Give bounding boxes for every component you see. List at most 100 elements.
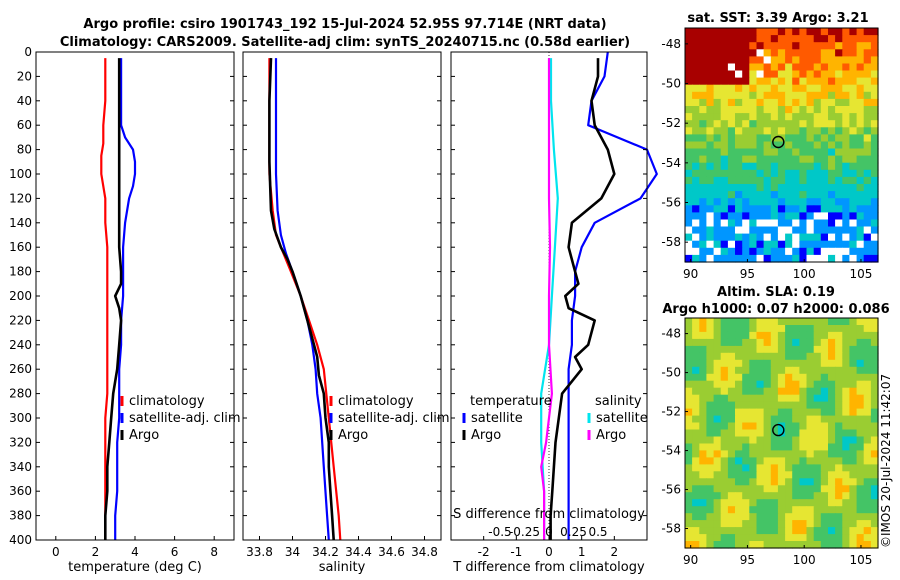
map-cell xyxy=(756,42,765,50)
map-cell xyxy=(849,247,858,256)
map-cell xyxy=(699,338,707,347)
map-cell xyxy=(835,176,843,185)
map-cell xyxy=(713,366,722,375)
map-cell xyxy=(792,98,800,107)
map-cell xyxy=(685,162,693,171)
map-cell xyxy=(735,49,743,57)
map-cell xyxy=(692,394,700,403)
map-cell xyxy=(763,162,772,171)
map-cell xyxy=(870,450,879,458)
map-cell xyxy=(785,422,793,431)
map-cell xyxy=(828,254,836,263)
map-cell xyxy=(828,184,836,192)
difference-legend-title: salinity xyxy=(595,394,642,409)
map-cell xyxy=(856,345,865,354)
map-cell xyxy=(713,184,722,192)
map-cell xyxy=(727,436,736,445)
salinity-x-label: salinity xyxy=(319,560,366,575)
map-cell xyxy=(806,219,815,228)
map-cell xyxy=(799,394,808,403)
map-cell xyxy=(756,233,765,242)
map-cell xyxy=(813,457,822,465)
map-cell xyxy=(756,49,765,57)
map-cell xyxy=(820,127,829,135)
map-cell xyxy=(813,471,822,479)
map-cell xyxy=(820,113,829,121)
map-cell xyxy=(820,134,829,143)
map-cell xyxy=(699,422,707,431)
map-cell xyxy=(799,457,808,465)
map-cell xyxy=(799,198,808,206)
map-cell xyxy=(863,464,872,472)
map-cell xyxy=(756,106,765,114)
map-cell xyxy=(785,134,793,143)
map-cell xyxy=(856,415,865,424)
map-cell xyxy=(742,106,750,114)
map-cell xyxy=(756,184,765,192)
sla-map-panel: Altim. SLA: 0.19 Argo h1000: 0.07 h2000:… xyxy=(661,285,889,567)
map-cell xyxy=(849,359,858,368)
map-cell xyxy=(770,247,779,256)
map-cell xyxy=(692,513,700,521)
map-cell xyxy=(727,162,736,171)
map-cell xyxy=(720,422,729,431)
map-cell xyxy=(742,380,750,389)
map-cell xyxy=(820,520,829,528)
map-cell xyxy=(842,120,850,128)
map-cell xyxy=(870,534,879,542)
map-cell xyxy=(770,373,779,382)
map-cell xyxy=(820,527,829,535)
map-cell xyxy=(799,184,808,192)
map-cell xyxy=(685,387,693,396)
map-cell xyxy=(770,359,779,368)
map-cell xyxy=(820,541,829,549)
map-cell xyxy=(849,318,858,326)
map-cell xyxy=(835,70,843,79)
x-tick-label: 34.6 xyxy=(378,545,405,559)
map-cell xyxy=(699,169,707,178)
map-cell xyxy=(806,513,815,521)
map-cell xyxy=(692,56,700,65)
map-cell xyxy=(742,205,750,213)
map-cell xyxy=(699,506,707,514)
temperature-plot-area xyxy=(36,52,234,540)
map-cell xyxy=(763,28,772,36)
map-cell xyxy=(742,254,750,263)
map-cell xyxy=(742,42,750,50)
map-cell xyxy=(856,205,865,213)
map-cell xyxy=(692,42,700,50)
map-cell xyxy=(692,141,700,150)
map-cell xyxy=(763,49,772,57)
map-cell xyxy=(692,127,700,135)
map-cell xyxy=(863,541,872,549)
map-cell xyxy=(706,492,715,500)
map-cell xyxy=(792,212,800,221)
map-cell xyxy=(856,162,865,171)
map-cell xyxy=(842,35,850,43)
map-cell xyxy=(792,184,800,192)
map-cell xyxy=(699,240,707,249)
map-cell xyxy=(806,464,815,472)
map-cell xyxy=(713,318,722,326)
map-cell xyxy=(863,443,872,452)
map-cell xyxy=(870,219,879,228)
map-cell xyxy=(863,134,872,143)
map-cell xyxy=(863,169,872,178)
map-cell xyxy=(685,212,693,221)
map-cell xyxy=(856,63,865,72)
map-cell xyxy=(849,49,858,57)
map-cell xyxy=(813,247,822,256)
map-cell xyxy=(699,450,707,458)
map-cell xyxy=(777,176,786,185)
map-cell xyxy=(856,226,865,235)
map-cell xyxy=(835,247,843,256)
map-cell xyxy=(685,28,693,36)
map-cell xyxy=(685,113,693,121)
map-cell xyxy=(792,63,800,72)
map-cell xyxy=(813,380,822,389)
map-cell xyxy=(799,141,808,150)
map-cell xyxy=(835,359,843,368)
map-cell xyxy=(792,485,800,493)
map-cell xyxy=(735,35,743,43)
map-cell xyxy=(727,373,736,382)
